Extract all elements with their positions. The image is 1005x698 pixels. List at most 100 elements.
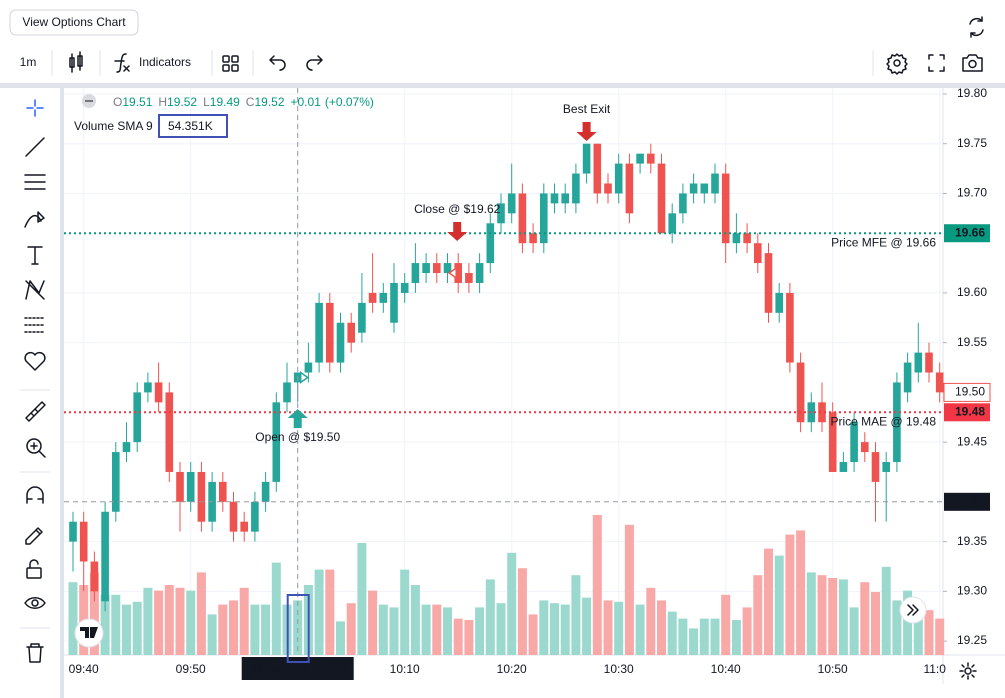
mfe-price-box xyxy=(944,224,990,243)
candle-body xyxy=(614,163,623,194)
volume-bar xyxy=(443,607,452,655)
candle-body xyxy=(679,193,687,214)
candle-body xyxy=(154,382,163,403)
legend-label: H xyxy=(158,95,167,109)
legend-label: O xyxy=(113,95,122,109)
volume-bar xyxy=(346,603,356,655)
candle-body xyxy=(636,153,644,164)
candle-body xyxy=(732,233,741,244)
volume-bar xyxy=(464,620,474,655)
volume-bar xyxy=(357,543,367,655)
view-options-button[interactable] xyxy=(9,9,139,36)
candle-body xyxy=(882,462,890,472)
volume-bar xyxy=(550,603,559,655)
volume-pane xyxy=(68,515,945,655)
highlight-box xyxy=(286,594,310,663)
candle-body xyxy=(379,292,388,303)
candle-body xyxy=(251,501,259,532)
volume-bar xyxy=(325,569,335,655)
candle-body xyxy=(497,203,505,224)
candle-body xyxy=(764,253,773,313)
candle-body xyxy=(839,462,848,472)
volume-bar xyxy=(229,600,238,655)
candles xyxy=(69,143,944,612)
volume-bar xyxy=(368,590,378,655)
candle-body xyxy=(507,193,516,214)
candle-body xyxy=(593,143,602,194)
volume-bar xyxy=(207,614,217,655)
candle-body xyxy=(935,372,944,393)
candle-body xyxy=(721,173,730,244)
candle-body xyxy=(914,352,923,373)
entry-marker xyxy=(299,371,309,384)
interval[interactable]: 1m xyxy=(20,55,37,69)
screenshot-icon[interactable] xyxy=(962,54,983,72)
fx-icon[interactable] xyxy=(114,53,130,73)
candle-body xyxy=(807,402,816,423)
layout-icon[interactable] xyxy=(222,55,239,72)
y-tick-label: 19.75 xyxy=(957,136,987,150)
undo-icon[interactable] xyxy=(269,55,286,71)
candle-body xyxy=(647,153,655,164)
volume-bar xyxy=(913,604,923,655)
candle-body xyxy=(486,223,495,264)
crosshair-price: 19.39 xyxy=(955,494,985,508)
refresh-icon[interactable] xyxy=(969,16,984,38)
volume-bar xyxy=(453,618,463,655)
volume-bar xyxy=(935,618,945,655)
y-tick-label: 19.45 xyxy=(957,434,987,448)
y-tick-label: 19.60 xyxy=(957,285,987,299)
volume-bar xyxy=(646,587,656,655)
legend-low: 19.49 xyxy=(210,95,240,109)
volume-bar xyxy=(271,562,281,655)
volume-bar xyxy=(186,590,196,655)
candle-body xyxy=(861,442,869,453)
candle-body xyxy=(176,471,184,502)
volume-bar xyxy=(849,607,859,655)
candle-body xyxy=(475,263,484,283)
candle-body xyxy=(79,521,88,562)
candle-body xyxy=(422,263,430,274)
candle-body xyxy=(850,422,858,463)
volume-bar xyxy=(336,621,345,655)
volume-bar xyxy=(539,600,549,655)
volume-bar xyxy=(496,603,506,655)
x-tick-label: 10:30 xyxy=(604,662,634,676)
fullscreen-icon[interactable] xyxy=(928,54,945,72)
volume-bar xyxy=(517,568,527,655)
volume-bar xyxy=(796,530,806,655)
axis-settings-icon[interactable] xyxy=(959,662,977,680)
y-tick-label: 19.70 xyxy=(957,186,987,200)
volume-bar xyxy=(378,604,388,655)
x-tick-label: 10:20 xyxy=(497,662,527,676)
legend-change: +0.01 xyxy=(291,95,322,109)
y-tick-label: 19.55 xyxy=(957,335,987,349)
settings-icon[interactable] xyxy=(886,53,908,75)
volume-bar xyxy=(764,548,773,655)
candle-body xyxy=(229,501,238,532)
drawing-tools[interactable] xyxy=(24,99,46,663)
last-price-box xyxy=(943,382,991,402)
candle-body xyxy=(871,452,880,482)
legend-label: C xyxy=(246,95,255,109)
volume-bar xyxy=(432,604,442,655)
candle-type-icon[interactable] xyxy=(69,51,83,73)
legend-high: 19.52 xyxy=(167,95,197,109)
volume-bar xyxy=(731,620,741,655)
candle-body xyxy=(368,292,377,303)
volume-bar xyxy=(560,604,570,655)
button-label[interactable]: View Options Chart xyxy=(22,15,126,29)
candle-body xyxy=(347,322,355,343)
candle-body xyxy=(561,193,569,204)
x-tick-label: 09:40 xyxy=(69,662,99,676)
x-tick-label: 09:50 xyxy=(176,662,206,676)
candle-body xyxy=(197,471,206,522)
volume-bar xyxy=(838,579,848,655)
indicators[interactable]: Indicators xyxy=(139,55,191,69)
candle-body xyxy=(828,412,837,472)
candle-body xyxy=(893,382,901,463)
toolbar-divider xyxy=(0,83,1005,88)
volume-bar xyxy=(710,618,720,655)
volume-bar xyxy=(196,572,206,655)
volume-bar xyxy=(806,572,816,655)
